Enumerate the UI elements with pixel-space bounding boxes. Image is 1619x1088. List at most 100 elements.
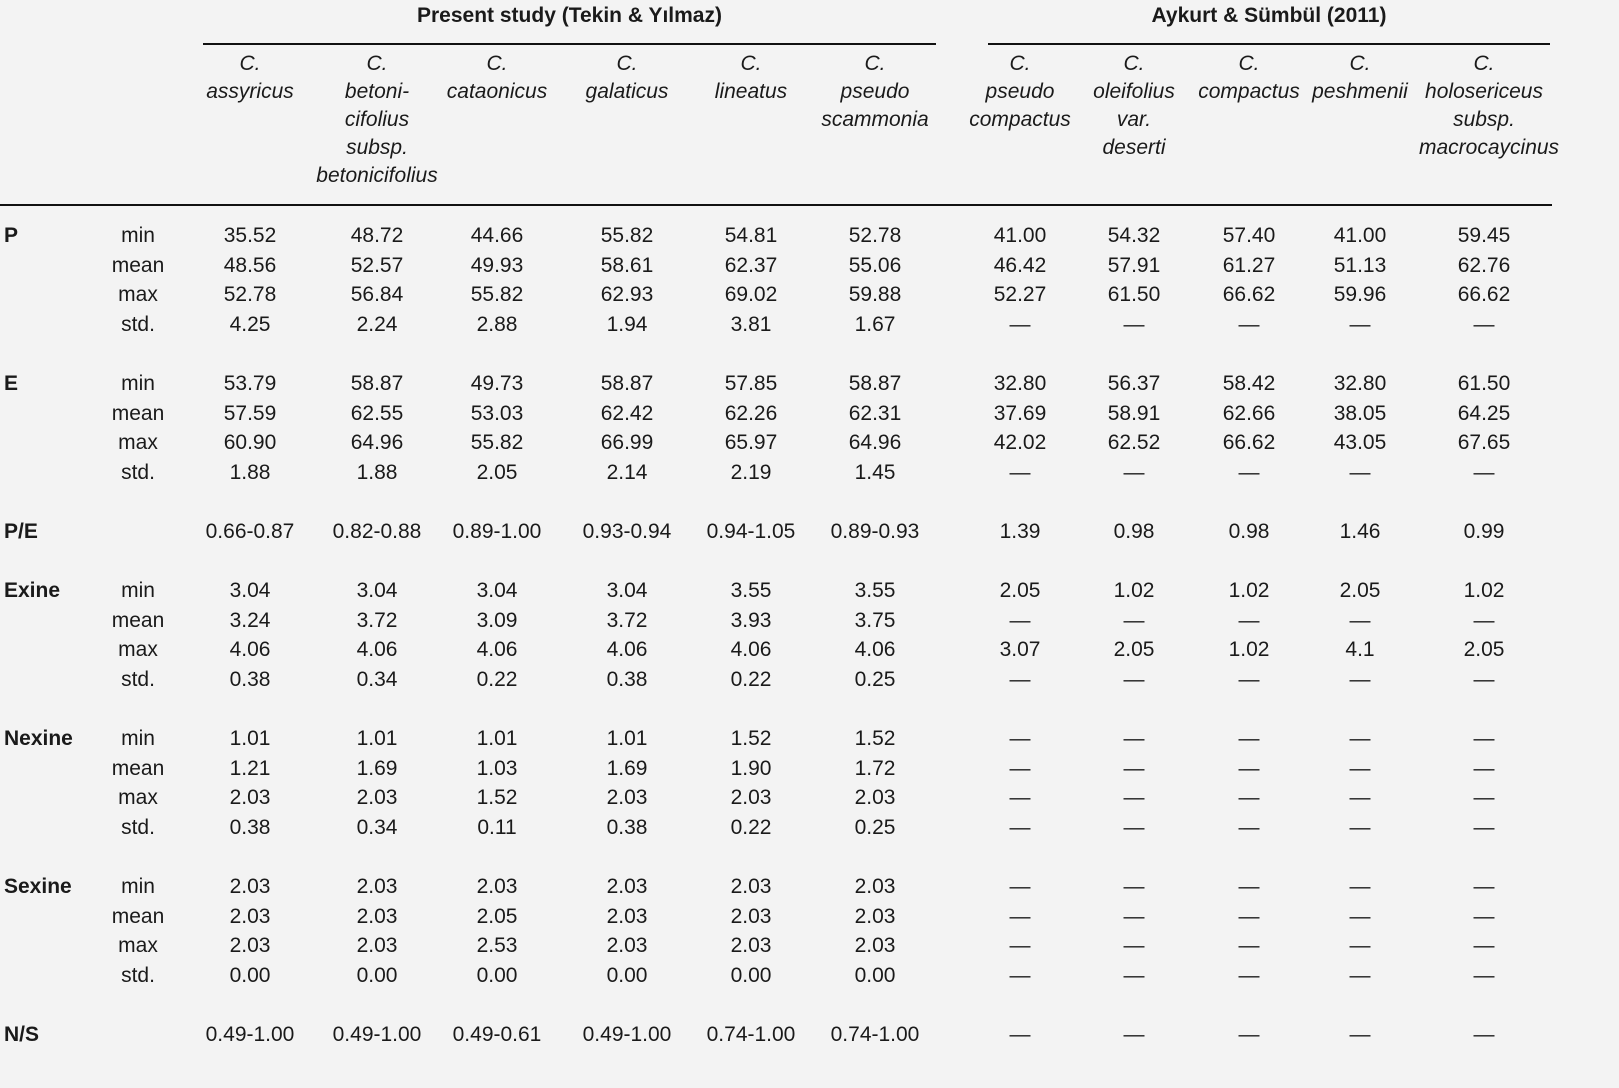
table-cell: 1.52 [476, 786, 518, 810]
table-cell: 62.31 [848, 401, 902, 425]
table-cell: — [1473, 1023, 1495, 1047]
table-cell: 69.02 [724, 283, 778, 307]
table-cell: — [1123, 816, 1145, 839]
table-cell: 32.80 [993, 372, 1047, 395]
table-cell: 2.03 [606, 904, 648, 928]
table-cell: 66.62 [1222, 283, 1276, 307]
table-cell: — [1473, 875, 1495, 899]
stat-label: std. [121, 816, 155, 839]
table-cell: 0.00 [229, 964, 271, 987]
table-cell: 3.04 [356, 579, 398, 603]
table-cell: 49.93 [470, 253, 524, 277]
stat-label: min [121, 727, 155, 751]
table-cell: 62.66 [1222, 401, 1276, 425]
column-header: C. assyricus [185, 50, 315, 106]
table-cell: — [1349, 312, 1371, 336]
stat-label: std. [121, 460, 155, 484]
table-cell: 58.87 [350, 372, 404, 395]
table-cell: 62.26 [724, 401, 778, 425]
table-cell: 0.89-1.00 [452, 520, 542, 543]
column-header-line: peshmenii [1312, 80, 1408, 103]
table-cell: 0.22 [730, 668, 772, 691]
table-cell: — [1009, 756, 1031, 780]
table-cell: 2.05 [1339, 579, 1381, 603]
table-cell: 2.05 [999, 579, 1041, 603]
table-cell: — [1009, 875, 1031, 899]
table-cell: 52.78 [223, 283, 277, 307]
table-cell: 2.03 [730, 786, 772, 810]
column-header-line: subsp. [1453, 108, 1515, 131]
table-cell: 0.00 [356, 964, 398, 987]
table-cell: 4.06 [606, 638, 648, 662]
table-cell: — [1009, 786, 1031, 810]
table-cell: — [1349, 1023, 1371, 1047]
table-cell: — [1349, 786, 1371, 810]
table-cell: — [1473, 904, 1495, 928]
table-cell: 3.04 [476, 579, 518, 603]
table-cell: 53.03 [470, 401, 524, 425]
table-cell: 3.55 [730, 579, 772, 603]
stat-label: min [121, 372, 155, 395]
section-label: Sexine [4, 875, 72, 899]
column-header: C. compactus [1184, 50, 1314, 106]
table-cell: 3.55 [854, 579, 896, 603]
column-header-line: lineatus [714, 80, 788, 103]
table-cell: 4.06 [356, 638, 398, 662]
section-label: N/S [4, 1023, 40, 1047]
table-cell: — [1123, 904, 1145, 928]
table-cell: 2.05 [1463, 638, 1505, 662]
stat-label: min [121, 224, 155, 247]
table-cell: — [1238, 875, 1260, 899]
table-cell: 0.11 [477, 816, 517, 839]
column-header-line: C. [1473, 52, 1495, 75]
table-cell: 2.03 [730, 934, 772, 958]
column-header-line: C. [1238, 52, 1260, 75]
table-cell: 66.62 [1457, 283, 1511, 307]
table-cell: 64.96 [848, 431, 902, 455]
table-cell: 0.94-1.05 [706, 520, 796, 543]
table-cell: 58.87 [848, 372, 902, 395]
section-label: E [4, 372, 19, 395]
table-cell: 2.03 [476, 875, 518, 899]
table-cell: 1.02 [1228, 638, 1270, 662]
table-cell: 46.42 [993, 253, 1047, 277]
column-header: C. lineatus [686, 50, 816, 106]
table-cell: 62.42 [600, 401, 654, 425]
table-cell: 62.55 [350, 401, 404, 425]
column-header: C. cataonicus [432, 50, 562, 106]
table-cell: 4.06 [476, 638, 518, 662]
table-cell: 2.05 [476, 904, 518, 928]
table-cell: 1.39 [999, 520, 1041, 543]
table-cell: — [1349, 964, 1371, 987]
table-cell: 4.25 [229, 312, 271, 336]
table-cell: 48.56 [223, 253, 277, 277]
table-cell: — [1123, 964, 1145, 987]
table-cell: 42.02 [993, 431, 1047, 455]
column-header-line: C. [1349, 52, 1371, 75]
table-cell: 1.88 [356, 460, 398, 484]
table-cell: — [1123, 668, 1145, 691]
table-cell: — [1349, 756, 1371, 780]
table-cell: 0.25 [854, 668, 896, 691]
column-header-line: C. [1123, 52, 1145, 75]
column-header: C. peshmenii [1295, 50, 1425, 106]
table-cell: — [1123, 460, 1145, 484]
table-cell: — [1123, 312, 1145, 336]
table-cell: 0.89-0.93 [830, 520, 920, 543]
table-cell: 2.03 [854, 875, 896, 899]
table-cell: 2.03 [854, 904, 896, 928]
table-cell: 1.69 [606, 756, 648, 780]
stat-label: std. [121, 312, 155, 336]
table-cell: 1.72 [854, 756, 896, 780]
table-cell: 0.00 [730, 964, 772, 987]
table-cell: 37.69 [993, 401, 1047, 425]
table-cell: — [1123, 934, 1145, 958]
table-cell: 0.00 [854, 964, 896, 987]
table-cell: — [1349, 608, 1371, 632]
table-cell: — [1238, 668, 1260, 691]
column-header-line: var. [1116, 108, 1152, 131]
column-header-line: compactus [1198, 80, 1300, 103]
table-cell: — [1123, 727, 1145, 751]
table-cell: 2.03 [229, 875, 271, 899]
table-cell: 0.74-1.00 [830, 1023, 920, 1047]
